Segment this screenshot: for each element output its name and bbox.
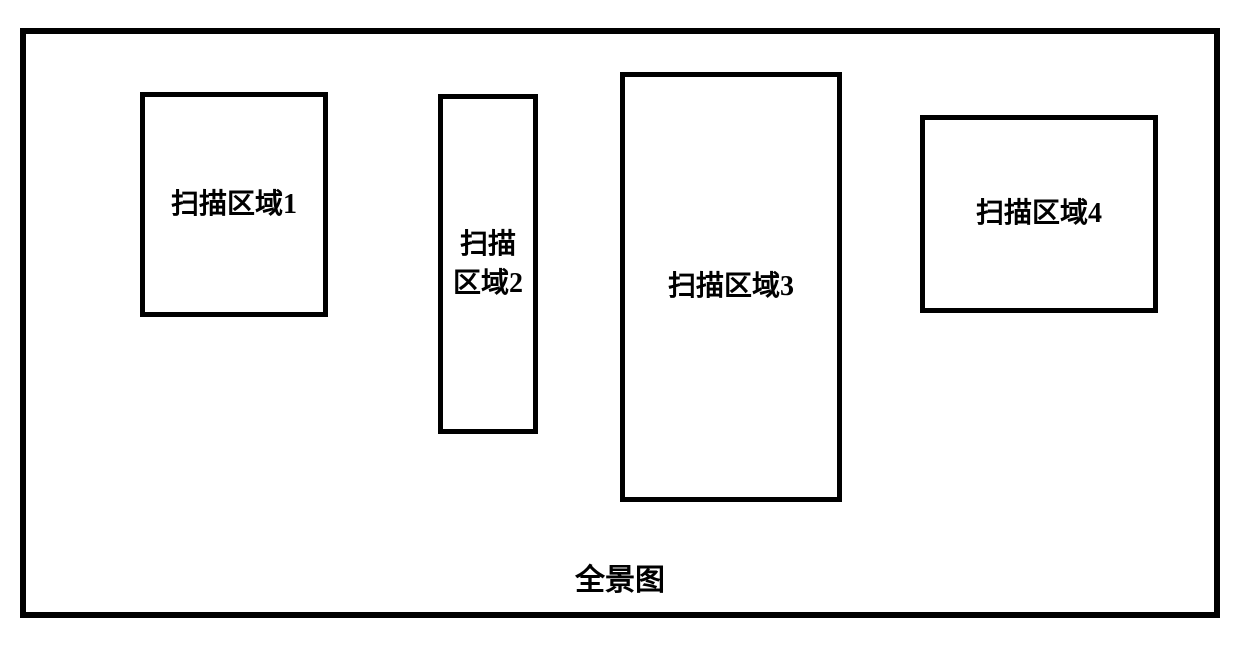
scan-region-1: 扫描区域1	[140, 92, 328, 317]
scan-region-3-label: 扫描区域3	[664, 263, 798, 310]
scan-region-4: 扫描区域4	[920, 115, 1158, 313]
scan-region-1-label: 扫描区域1	[167, 181, 301, 228]
scan-region-2-label: 扫描区域2	[443, 221, 533, 307]
scan-region-4-label: 扫描区域4	[972, 190, 1106, 237]
scan-region-3: 扫描区域3	[620, 72, 842, 502]
panorama-caption: 全景图	[560, 555, 680, 599]
scan-region-2: 扫描区域2	[438, 94, 538, 434]
